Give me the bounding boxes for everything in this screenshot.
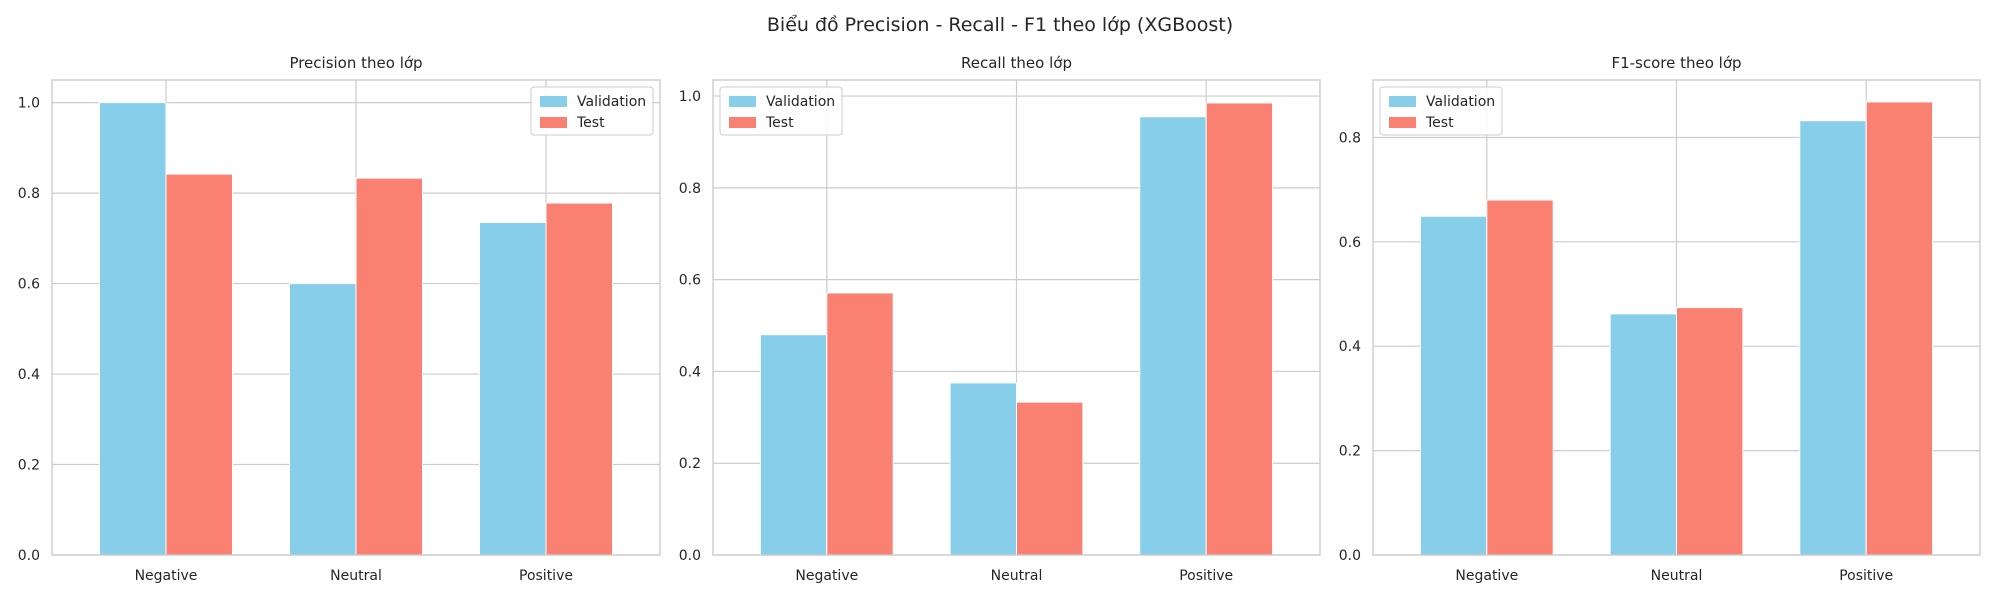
y-tick-label: 1.0	[679, 89, 701, 105]
x-tick-label: Neutral	[330, 568, 382, 584]
legend-label: Test	[576, 115, 605, 131]
chart-panels: 0.0 0.2 0.4 0.6 0.8 1.0 Negative Neutral Positiv…	[18, 54, 1981, 584]
y-tick-label: 0.0	[679, 548, 701, 564]
x-tick-label: Negative	[795, 568, 858, 584]
bar-validation-negative	[759, 334, 828, 556]
plot-frame	[712, 79, 1321, 556]
legend-label: Validation	[766, 94, 835, 110]
x-tick-label: Positive	[519, 568, 573, 584]
y-tick-label: 0.4	[18, 367, 40, 383]
panel-title: Precision theo lớp	[289, 54, 422, 72]
bar-validation-positive	[1799, 120, 1867, 556]
legend: Validation Test	[719, 86, 843, 136]
legend-label: Validation	[577, 94, 646, 110]
y-tick-label: 0.8	[18, 186, 40, 202]
panel-title: Recall theo lớp	[961, 54, 1072, 72]
legend-swatch	[1389, 117, 1416, 128]
bar-validation-neutral	[949, 382, 1017, 556]
x-tick-label: Negative	[1455, 568, 1518, 584]
bar-test-neutral	[1676, 307, 1744, 556]
legend-label: Test	[1425, 115, 1454, 131]
bar-validation-positive	[1139, 116, 1207, 556]
panel-2: 0.0 0.2 0.4 0.6 0.8 1.0 Negative Neutral Positiv…	[679, 54, 1321, 584]
bar-test-negative	[826, 292, 894, 556]
y-tick-label: 0.2	[1339, 444, 1361, 460]
bar-validation-neutral	[1609, 313, 1677, 556]
y-tick-label: 0.6	[679, 273, 701, 289]
legend-swatch	[540, 96, 567, 107]
plot-frame	[1372, 79, 1981, 556]
y-tick-label: 0.2	[18, 458, 40, 474]
y-tick-label: 0.8	[679, 181, 701, 197]
legend-label: Validation	[1426, 94, 1495, 110]
y-tick-label: 0.4	[1339, 339, 1361, 355]
bar-validation-negative	[99, 102, 167, 556]
bar-test-positive	[1865, 101, 1934, 556]
bar-test-negative	[1486, 199, 1554, 556]
panel-3: 0.0 0.2 0.4 0.6 0.8 Negative Neutral Positive F1…	[1339, 54, 1981, 584]
bar-validation-negative	[1419, 215, 1488, 556]
legend-swatch	[540, 117, 567, 128]
legend: Validation Test	[530, 86, 654, 136]
y-tick-label: 0.6	[1339, 235, 1361, 251]
legend-label: Test	[765, 115, 794, 131]
legend-swatch	[729, 96, 756, 107]
x-tick-label: Positive	[1179, 568, 1233, 584]
x-tick-label: Positive	[1839, 568, 1893, 584]
y-tick-label: 0.6	[18, 277, 40, 293]
y-tick-label: 0.0	[1339, 548, 1361, 564]
figure-title: Biểu đồ Precision - Recall - F1 theo lớp…	[767, 14, 1233, 36]
legend-swatch	[729, 117, 756, 128]
legend: Validation Test	[1379, 86, 1503, 136]
y-tick-label: 0.4	[679, 364, 701, 380]
x-tick-label: Neutral	[1651, 568, 1703, 584]
y-tick-label: 1.0	[18, 96, 40, 112]
y-tick-label: 0.0	[18, 548, 40, 564]
plot-frame	[51, 79, 661, 556]
y-tick-label: 0.8	[1339, 130, 1361, 146]
y-tick-label: 0.2	[679, 456, 701, 472]
bar-test-positive	[1205, 102, 1274, 556]
bar-test-neutral	[355, 177, 423, 556]
panel-title: F1-score theo lớp	[1611, 54, 1741, 72]
bar-test-negative	[165, 173, 233, 556]
legend-swatch	[1389, 96, 1416, 107]
bar-validation-neutral	[289, 283, 357, 556]
panel-1: 0.0 0.2 0.4 0.6 0.8 1.0 Negative Neutral Positiv…	[18, 54, 661, 584]
bar-test-positive	[545, 202, 613, 556]
bar-test-neutral	[1016, 401, 1084, 556]
x-tick-label: Neutral	[991, 568, 1043, 584]
bar-validation-positive	[479, 222, 547, 556]
x-tick-label: Negative	[135, 568, 198, 584]
